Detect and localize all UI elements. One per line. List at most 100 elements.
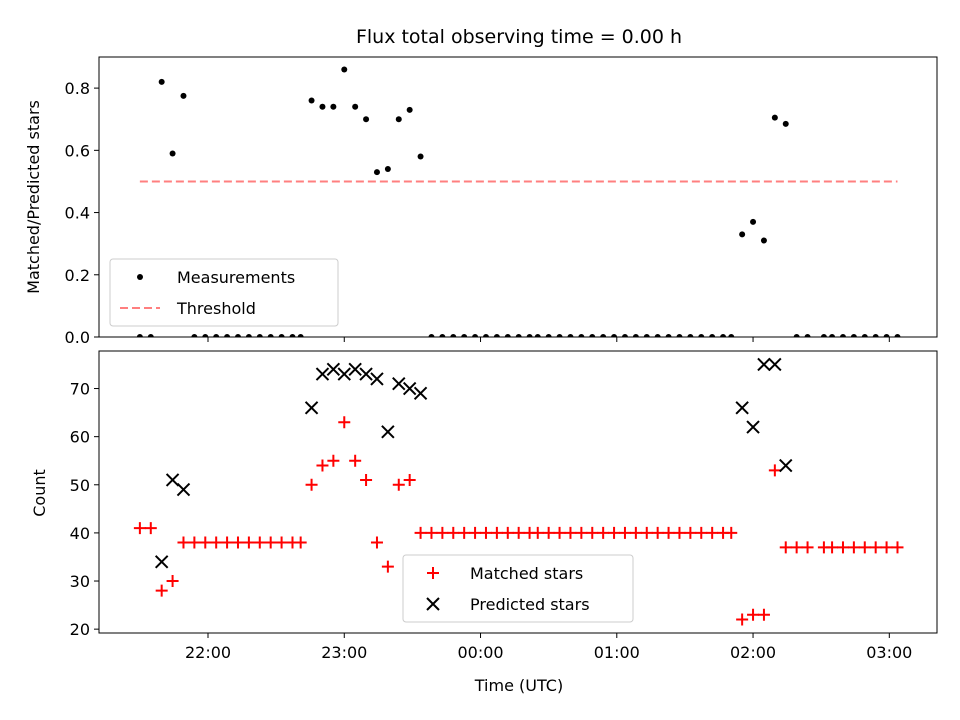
matched-point (586, 526, 599, 539)
matched-point (847, 541, 860, 554)
measurement-point (894, 334, 901, 337)
measurement-point (676, 334, 683, 337)
y-tick-label: 70 (70, 380, 90, 399)
measurement-point (224, 334, 231, 337)
matched-point (768, 464, 781, 477)
predicted-point (315, 367, 330, 381)
predicted-point (768, 357, 782, 372)
measurement-point (829, 334, 836, 337)
measurement-point (567, 334, 574, 337)
measurement-point (493, 334, 500, 337)
matched-point (490, 526, 503, 539)
measurement-point (793, 334, 800, 337)
matched-point (673, 526, 686, 539)
matched-point (327, 454, 340, 467)
measurement-point (632, 334, 639, 337)
y-tick-label: 60 (70, 428, 90, 447)
measurement-point (202, 334, 209, 337)
matched-point (188, 536, 201, 549)
measurement-point (373, 169, 380, 176)
measurement-point (556, 334, 563, 337)
measurement-point (278, 334, 285, 337)
measurement-point (450, 334, 457, 337)
matched-point (349, 454, 362, 467)
measurement-point (839, 334, 846, 337)
matched-point (155, 584, 168, 597)
matched-point (880, 541, 893, 554)
measurement-point (709, 334, 716, 337)
measurement-point (245, 334, 252, 337)
count-y-axis-label: Count (30, 469, 49, 517)
measurement-point (191, 334, 198, 337)
legend-label: Predicted stars (470, 595, 590, 614)
measurement-point (406, 106, 413, 113)
measurement-point (515, 334, 522, 337)
measurement-point (395, 116, 402, 123)
matched-point (338, 416, 351, 429)
matched-point (531, 526, 544, 539)
measurement-point (234, 334, 241, 337)
predicted-point (370, 372, 384, 386)
measurement-point (883, 334, 890, 337)
matched-point (264, 536, 277, 549)
count-panel: Time (UTC) Count 20 30 40 50 60 70 22:00 23:00 0… (30, 350, 938, 695)
measurement-point (158, 78, 165, 85)
matched-point (381, 560, 394, 573)
measurement-point (341, 66, 348, 73)
legend: Matched stars Predicted stars (402, 554, 634, 623)
matched-point (458, 526, 471, 539)
measurement-point (654, 334, 661, 337)
matched-point (316, 459, 329, 472)
matched-point (133, 522, 146, 535)
measurement-point (526, 334, 533, 337)
matched-point (253, 536, 266, 549)
predicted-point (326, 362, 341, 376)
matched-point (275, 536, 288, 549)
matched-point (425, 526, 438, 539)
plot-area (136, 66, 901, 337)
predicted-point (402, 381, 417, 396)
matched-point (199, 536, 212, 549)
y-tick-label: 0.6 (65, 141, 90, 160)
legend-marker-dot (137, 274, 143, 280)
matched-point (891, 541, 904, 554)
measurement-point (472, 334, 479, 337)
matched-point (725, 526, 738, 539)
measurement-point (428, 334, 435, 337)
predicted-point (392, 377, 406, 391)
measurement-point (750, 218, 757, 225)
matched-point (501, 526, 514, 539)
plot-area (133, 357, 904, 626)
matched-point (403, 473, 416, 486)
matched-point (294, 536, 307, 549)
y-tick-label: 0.8 (65, 79, 90, 98)
matched-point (747, 608, 760, 621)
legend-marker-plus (427, 567, 439, 579)
measurement-point (782, 120, 789, 127)
chart-title: Flux total observing time = 0.00 h (356, 26, 682, 48)
measurement-point (439, 334, 446, 337)
measurement-point (621, 334, 628, 337)
predicted-point (779, 458, 793, 473)
matched-point (392, 478, 405, 491)
predicted-point (381, 425, 395, 439)
measurement-point (147, 334, 154, 337)
matched-point (826, 541, 839, 554)
measurement-point (308, 97, 315, 104)
measurement-point (384, 166, 391, 172)
matched-point (553, 526, 566, 539)
matched-point (757, 608, 770, 621)
matched-point (469, 526, 482, 539)
measurement-point (850, 334, 857, 337)
measurement-point (417, 153, 424, 160)
measurement-point (319, 103, 326, 110)
measurement-point (739, 231, 746, 238)
predicted-point (165, 473, 180, 487)
legend-marker-x (426, 597, 440, 611)
predicted-point (176, 482, 191, 497)
matched-point (608, 526, 621, 539)
measurement-point (861, 334, 868, 337)
matched-point (242, 536, 255, 549)
legend-box (109, 258, 339, 327)
matched-point (177, 536, 190, 549)
